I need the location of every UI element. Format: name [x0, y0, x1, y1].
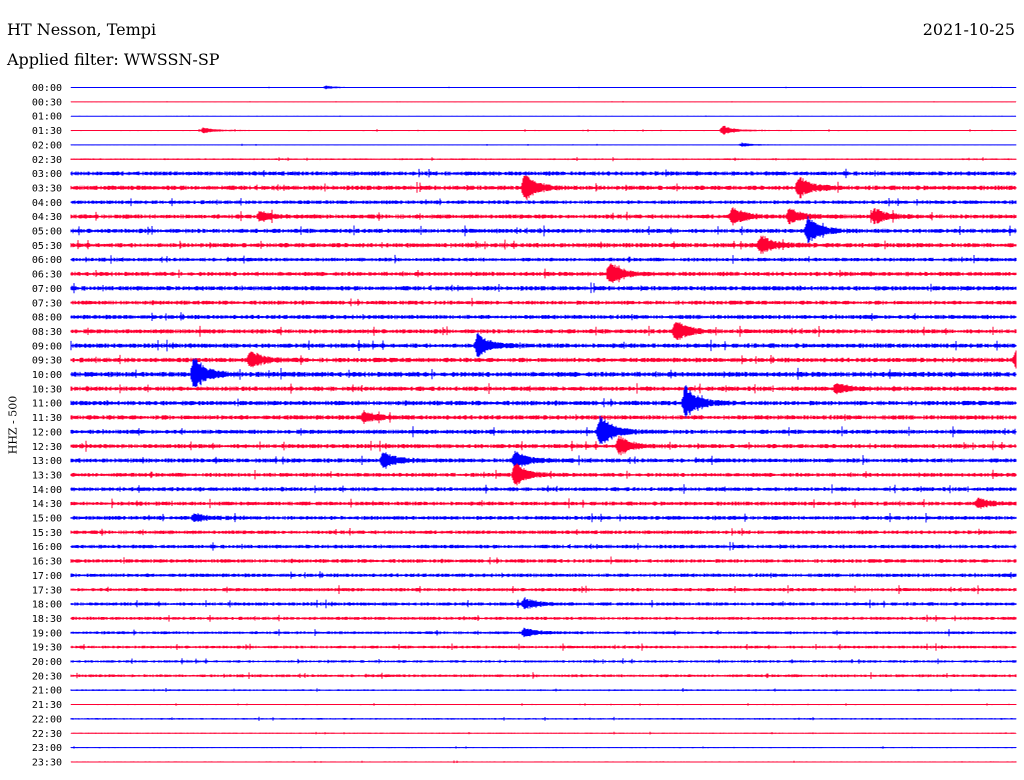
trace-row [70, 435, 1017, 456]
row-time-label: 00:00 [32, 83, 62, 94]
station-title: HT Nesson, Tempi [7, 20, 157, 39]
row-time-label: 18:00 [32, 600, 62, 611]
row-time-label: 02:00 [32, 140, 62, 151]
row-time-label: 21:30 [32, 700, 62, 711]
row-time-label: 10:30 [32, 384, 62, 395]
row-time-label: 07:00 [32, 284, 62, 295]
trace-row [70, 282, 1017, 294]
row-time-label: 04:00 [32, 198, 62, 209]
row-time-label: 08:00 [32, 313, 62, 324]
row-time-label: 09:00 [32, 341, 62, 352]
row-time-label: 10:00 [32, 370, 62, 381]
trace-row [70, 263, 1017, 283]
trace-row [70, 332, 1017, 357]
row-time-label: 23:30 [32, 757, 62, 768]
row-time-label: 19:00 [32, 628, 62, 639]
row-time-label: 11:00 [32, 399, 62, 410]
row-time-label: 03:00 [32, 169, 62, 180]
row-time-label: 05:30 [32, 241, 62, 252]
trace-row [70, 415, 1017, 444]
row-time-label: 09:30 [32, 356, 62, 367]
row-time-label: 20:30 [32, 671, 62, 682]
trace-row [70, 463, 1017, 486]
row-time-label: 06:30 [32, 270, 62, 281]
row-time-label: 13:30 [32, 470, 62, 481]
trace-row [70, 358, 1017, 387]
row-time-label: 13:00 [32, 456, 62, 467]
row-time-label: 01:00 [32, 112, 62, 123]
trace-row [70, 350, 1017, 369]
row-time-label: 07:30 [32, 298, 62, 309]
trace-row [70, 235, 1017, 254]
row-time-label: 04:30 [32, 212, 62, 223]
row-time-label: 19:30 [32, 643, 62, 654]
row-time-label: 20:00 [32, 657, 62, 668]
trace-row [70, 597, 1017, 610]
row-time-label: 18:30 [32, 614, 62, 625]
row-time-label: 23:00 [32, 743, 62, 754]
row-time-label: 14:00 [32, 485, 62, 496]
row-time-label: 08:30 [32, 327, 62, 338]
row-time-label: 22:30 [32, 729, 62, 740]
row-time-label: 01:30 [32, 126, 62, 137]
trace-row [70, 556, 1017, 565]
row-time-label: 12:00 [32, 427, 62, 438]
row-time-label: 21:00 [32, 686, 62, 697]
record-date: 2021-10-25 [922, 20, 1015, 39]
row-time-label: 00:30 [32, 97, 62, 108]
row-time-label: 22:00 [32, 714, 62, 725]
row-time-label: 05:00 [32, 227, 62, 238]
row-time-label: 14:30 [32, 499, 62, 510]
row-time-label: 17:00 [32, 571, 62, 582]
filter-label: Applied filter: WWSSN-SP [7, 50, 220, 69]
row-time-label: 16:30 [32, 557, 62, 568]
row-time-label: 15:00 [32, 514, 62, 525]
row-time-label: 06:00 [32, 255, 62, 266]
row-time-label: 16:00 [32, 542, 62, 553]
row-time-label: 15:30 [32, 528, 62, 539]
row-time-label: 17:30 [32, 585, 62, 596]
row-time-label: 11:30 [32, 413, 62, 424]
trace-row [70, 297, 1017, 307]
row-time-label: 03:30 [32, 183, 62, 194]
row-time-label: 12:30 [32, 442, 62, 453]
row-time-label: 02:30 [32, 155, 62, 166]
